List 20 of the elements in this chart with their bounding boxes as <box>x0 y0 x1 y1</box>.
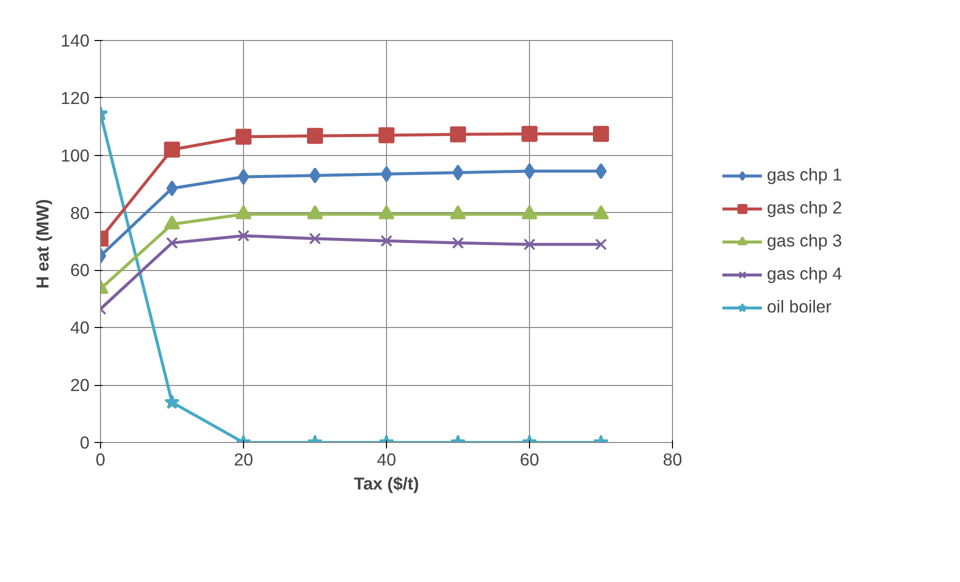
y-axis-title: H eat (MW) <box>32 199 53 289</box>
x-tick-label: 0 <box>96 450 106 470</box>
legend-label: gas chp 4 <box>766 264 842 284</box>
x-tick-label: 20 <box>234 450 254 470</box>
x-tick-label: 60 <box>520 450 540 470</box>
y-tick-label: 60 <box>70 260 90 280</box>
y-tick-label: 100 <box>60 145 90 166</box>
x-tick-label: 80 <box>662 450 682 470</box>
y-tick-label: 0 <box>80 432 90 452</box>
legend-label: oil boiler <box>766 296 832 318</box>
y-tick-label: 120 <box>60 88 90 108</box>
legend-label: gas chp 1 <box>766 164 842 186</box>
legend-label: gas chp 2 <box>766 198 842 218</box>
x-axis-title: Tax ($/t) <box>354 474 420 494</box>
y-tick-label: 140 <box>60 30 90 50</box>
y-tick-label: 80 <box>70 202 90 223</box>
legend-label: gas chp 3 <box>766 230 842 252</box>
y-tick-label: 20 <box>70 375 90 396</box>
y-tick-label: 40 <box>70 318 90 338</box>
x-tick-label: 40 <box>376 450 396 470</box>
